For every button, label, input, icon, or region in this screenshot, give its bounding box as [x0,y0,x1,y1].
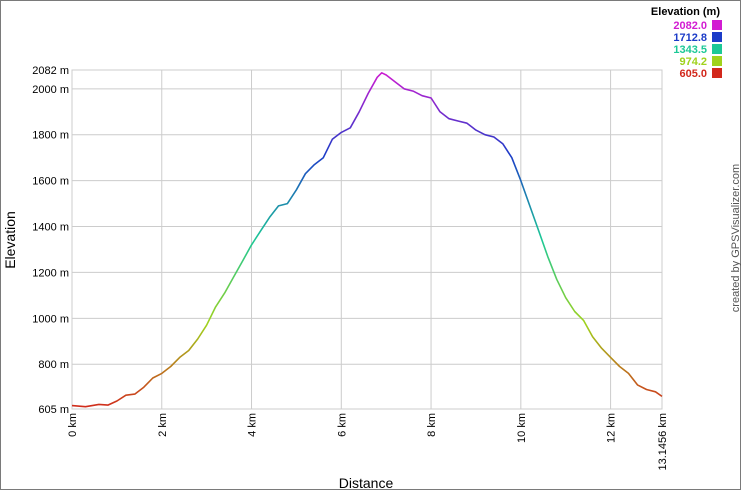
y-tick-label: 1400 m [32,222,69,234]
grid-lines [71,69,663,410]
legend: Elevation (m) 2082.01712.81343.5974.2605… [651,6,722,80]
y-tick-label: 605 m [38,404,69,416]
x-tick-label: 0 km [67,413,79,437]
legend-entry-label: 2082.0 [673,20,707,32]
x-tick-label: 13.1456 km [657,413,669,470]
y-tick-label: 800 m [38,359,69,371]
legend-swatch [712,56,722,66]
y-tick-label: 2000 m [32,84,69,96]
x-axis-title: Distance [339,475,394,490]
y-tick-label: 1000 m [32,313,69,325]
legend-swatch [712,44,722,54]
legend-swatch [712,32,722,42]
y-tick-label: 1600 m [32,176,69,188]
x-tick-label: 2 km [157,413,169,437]
credit-text: created by GPSVisualizer.com [730,164,741,312]
x-tick-label: 8 km [426,413,438,437]
legend-entry-label: 1343.5 [673,44,707,56]
legend-entry-label: 1712.8 [673,32,707,44]
plot-border [71,69,663,410]
legend-entry-label: 605.0 [679,68,707,80]
y-tick-label: 2082 m [32,65,69,77]
legend-title: Elevation (m) [651,6,720,18]
x-tick-label: 12 km [606,413,618,443]
x-tick-label: 4 km [247,413,259,437]
legend-entry-label: 974.2 [679,56,707,68]
y-tick-label: 1800 m [32,130,69,142]
x-tick-label: 10 km [516,413,528,443]
y-axis-title: Elevation [2,211,18,269]
x-tick-labels: 0 km 2 km 4 km 6 km 8 km 10 km 12 km 13.1456 km [67,413,669,470]
legend-swatch [712,68,722,78]
y-tick-label: 1200 m [32,267,69,279]
y-tick-labels: 605 m 800 m 1000 m 1200 m 1400 m 1600 m 1800 m… [32,65,69,416]
elevation-line [71,72,663,408]
legend-swatch [712,20,722,30]
x-tick-label: 6 km [336,413,348,437]
